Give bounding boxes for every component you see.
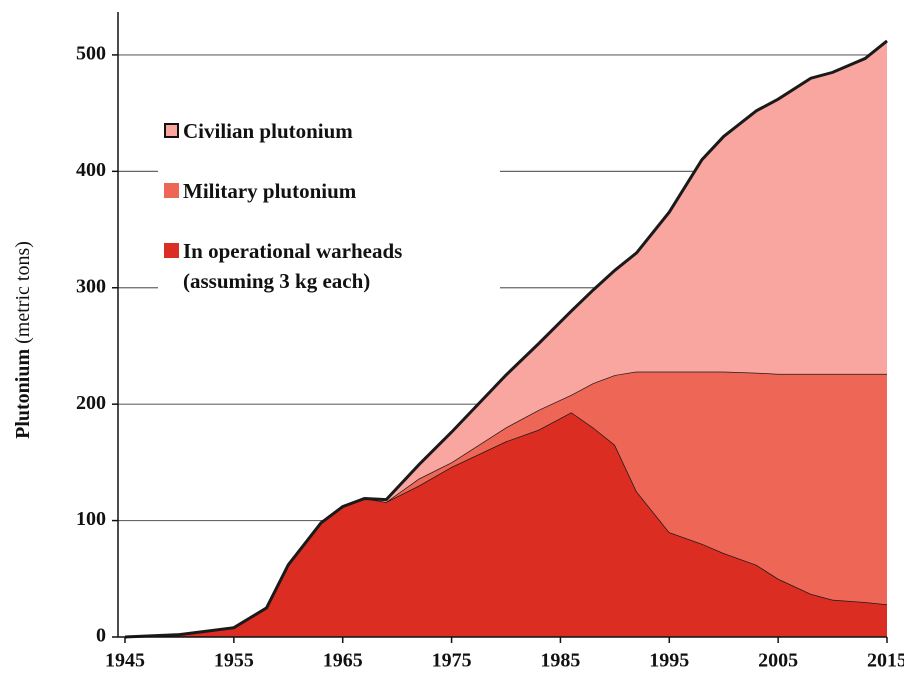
x-tick-label: 2005 xyxy=(758,650,798,672)
y-tick-label: 100 xyxy=(76,508,106,530)
x-tick-label: 1985 xyxy=(540,650,580,672)
x-tick-label: 1975 xyxy=(432,650,472,672)
legend-label: In operational warheads (assuming 3 kg e… xyxy=(183,239,403,293)
y-axis-label: Plutonium (metric tons) xyxy=(12,241,34,439)
legend-swatch xyxy=(164,183,179,198)
x-tick-label: 1955 xyxy=(214,650,254,672)
legend-label: Military plutonium xyxy=(183,179,357,203)
legend-entry: Military plutonium xyxy=(164,176,494,206)
y-tick-label: 400 xyxy=(76,159,106,181)
area xyxy=(125,371,887,637)
y-tick-label: 0 xyxy=(96,625,106,647)
x-tick-label: 1945 xyxy=(105,650,145,672)
area xyxy=(125,40,887,638)
area xyxy=(125,412,887,637)
legend: Civilian plutonium Military plutonium In o… xyxy=(158,112,500,330)
y-tick-label: 200 xyxy=(76,392,106,414)
legend-entry: In operational warheads (assuming 3 kg e… xyxy=(164,236,494,296)
area-edge xyxy=(124,39,888,639)
x-tick-label: 1965 xyxy=(323,650,363,672)
legend-label: Civilian plutonium xyxy=(183,119,353,143)
legend-swatch xyxy=(164,123,179,138)
x-tick-label: 1995 xyxy=(649,650,689,672)
x-tick-label: 2015 xyxy=(867,650,904,672)
y-label-unit: (metric tons) xyxy=(12,241,34,344)
y-label: Plutonium xyxy=(12,349,34,439)
legend-entry: Civilian plutonium xyxy=(164,116,494,146)
y-tick-label: 500 xyxy=(76,43,106,65)
legend-swatch xyxy=(164,243,179,258)
y-tick-label: 300 xyxy=(76,275,106,297)
